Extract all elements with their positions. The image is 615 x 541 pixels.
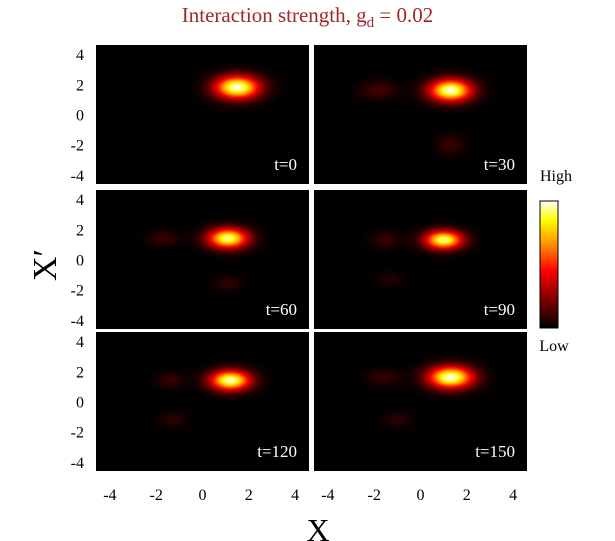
y-tick-label: 2 <box>76 364 84 381</box>
colorbar-high-label: High <box>540 168 572 185</box>
y-tick-label: 0 <box>76 108 84 125</box>
x-tick-label: 4 <box>509 487 517 504</box>
x-tick-label: -4 <box>103 487 116 504</box>
x-tick-label: -2 <box>368 487 381 504</box>
panel-time-label: t=0 <box>274 155 297 174</box>
y-tick-label: 2 <box>76 77 84 94</box>
heatmap-panel-1 <box>314 45 527 184</box>
x-tick-label: -2 <box>150 487 163 504</box>
colorbar <box>539 200 559 329</box>
y-tick-label: 2 <box>76 222 84 239</box>
heatmap-panel-0 <box>96 45 309 184</box>
panel-time-label: t=60 <box>266 300 297 319</box>
y-tick-label: 4 <box>76 334 84 351</box>
panel-time-label: t=120 <box>257 442 297 461</box>
x-tick-label: -4 <box>321 487 334 504</box>
y-tick-label: 4 <box>76 47 84 64</box>
heatmap-panel-3 <box>314 190 527 329</box>
y-tick-label: -4 <box>71 313 84 330</box>
y-tick-label: 0 <box>76 253 84 270</box>
heatmap-panel-5 <box>314 332 527 471</box>
colorbar-low-label: Low <box>539 338 569 355</box>
x-axis-label: X <box>306 512 329 541</box>
chart-title: Interaction strength, gd = 0.02 <box>181 3 434 32</box>
y-tick-label: 4 <box>76 192 84 209</box>
y-tick-label: 0 <box>76 395 84 412</box>
x-tick-label: 0 <box>199 487 207 504</box>
x-tick-label: 4 <box>291 487 299 504</box>
x-tick-label: 0 <box>417 487 425 504</box>
panel-time-label: t=150 <box>475 442 515 461</box>
y-axis-label: X′ <box>27 249 64 281</box>
heatmap-panel-2 <box>96 190 309 329</box>
panel-time-label: t=30 <box>484 155 515 174</box>
x-tick-label: 2 <box>245 487 253 504</box>
y-tick-label: -2 <box>71 425 84 442</box>
y-tick-label: -2 <box>71 283 84 300</box>
y-tick-label: -2 <box>71 138 84 155</box>
y-tick-label: -4 <box>71 168 84 185</box>
heatmap-panel-4 <box>96 332 309 471</box>
y-tick-label: -4 <box>71 455 84 472</box>
x-tick-label: 2 <box>463 487 471 504</box>
panel-time-label: t=90 <box>484 300 515 319</box>
